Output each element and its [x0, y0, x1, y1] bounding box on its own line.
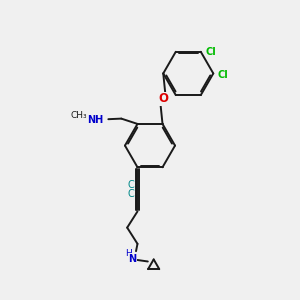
Text: O: O: [158, 92, 168, 105]
Text: C: C: [128, 189, 134, 199]
Text: Cl: Cl: [218, 70, 229, 80]
Text: N: N: [128, 254, 136, 263]
Text: H: H: [125, 249, 131, 258]
Text: Cl: Cl: [205, 47, 216, 57]
Text: C: C: [128, 180, 134, 190]
Text: CH₃: CH₃: [70, 111, 87, 120]
Text: NH: NH: [87, 115, 103, 125]
